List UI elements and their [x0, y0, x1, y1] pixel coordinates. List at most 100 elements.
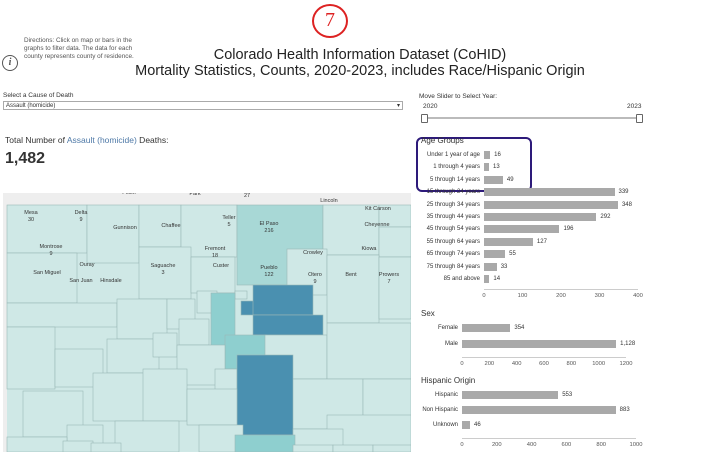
hispanic-tick-label: 400: [526, 442, 537, 448]
year-slider-end-handle[interactable]: [636, 114, 643, 123]
sex-tick-label: 600: [539, 361, 549, 367]
county-routt[interactable]: [86, 204, 140, 264]
age_groups-axis-line: [484, 289, 638, 291]
sex-tick-label: 400: [511, 361, 522, 367]
age_groups-bar[interactable]: [484, 275, 490, 283]
county-otero[interactable]: [292, 444, 334, 452]
age_groups-tick-label: 300: [594, 293, 605, 300]
hispanic-bar[interactable]: [462, 391, 559, 399]
chevron-down-icon: ▾: [396, 103, 400, 109]
county-value-prowers: 7: [387, 279, 390, 285]
annotation-box: [416, 137, 532, 192]
total-label: Total Number of Assault (homicide) Death…: [5, 135, 168, 145]
cause-select[interactable]: Assault (homicide) ▾: [3, 101, 403, 110]
county-grand[interactable]: [138, 246, 192, 300]
age_groups-value-label: 13: [493, 164, 500, 171]
county-cheyenne[interactable]: [362, 378, 411, 420]
sex-bar[interactable]: [462, 324, 511, 332]
county-arapahoe[interactable]: [252, 314, 324, 336]
cause-select-value: Assault (homicide): [6, 103, 56, 109]
county-adams[interactable]: [252, 284, 314, 316]
map-svg[interactable]: MoffatRoutt3JacksonLarimer28Weld60Logan4…: [3, 193, 411, 452]
total-suffix: Deaths:: [136, 135, 169, 145]
age_groups-bar[interactable]: [484, 250, 506, 259]
total-cause: Assault (homicide): [66, 135, 137, 145]
county-phillips[interactable]: [378, 226, 411, 258]
county-saguache[interactable]: [114, 420, 180, 452]
county-pitkin[interactable]: [106, 338, 160, 374]
county-mesa[interactable]: [6, 326, 56, 390]
age_groups-bar[interactable]: [484, 200, 618, 209]
age_groups-value-label: 16: [494, 152, 501, 158]
age_groups-bar[interactable]: [484, 225, 560, 234]
county-el-paso[interactable]: [236, 354, 294, 436]
age_groups-value-label: 14: [493, 276, 501, 282]
county-logan[interactable]: [322, 204, 380, 256]
age_groups-bar[interactable]: [484, 237, 533, 246]
slider-end-year: 2023: [627, 103, 642, 110]
county-kit-carson[interactable]: [326, 322, 411, 380]
hispanic-bar[interactable]: [462, 406, 616, 414]
age_groups-category-label: Under 1 year of age: [426, 152, 480, 158]
county-eagle[interactable]: [116, 298, 168, 340]
age_groups-category-label: 75 through 84 years: [426, 263, 480, 270]
county-label-pitkin: Pitkin: [122, 193, 135, 196]
county-map[interactable]: MoffatRoutt3JacksonLarimer28Weld60Logan4…: [3, 193, 411, 452]
county-lake[interactable]: [152, 332, 178, 358]
county-bent[interactable]: [332, 444, 374, 452]
annotation-text: 7: [325, 9, 335, 31]
age_groups-category-label: 85 and above: [443, 276, 480, 282]
county-rio-blanco[interactable]: [6, 252, 78, 304]
age_groups-category-label: 5 through 14 years: [429, 176, 480, 183]
county-broomfield[interactable]: [234, 290, 248, 300]
sex-bar[interactable]: [462, 339, 617, 348]
county-moffat[interactable]: [6, 204, 88, 254]
year-slider-track[interactable]: [423, 117, 641, 119]
age_groups-bar[interactable]: [484, 163, 489, 172]
hispanic-category-label: Unknown: [432, 422, 458, 428]
sex-category-label: Male: [444, 340, 458, 347]
county-pueblo[interactable]: [234, 434, 296, 452]
county-clear-creek[interactable]: [178, 318, 210, 346]
title-line-2: Mortality Statistics, Counts, 2020-2023,…: [135, 63, 585, 79]
age_groups-bar[interactable]: [484, 151, 491, 159]
county-label-hinsdale: Hinsdale: [100, 278, 121, 284]
county-boulder[interactable]: [190, 256, 236, 294]
county-hinsdale[interactable]: [90, 442, 122, 452]
county-prowers[interactable]: [372, 444, 411, 452]
age_groups-tick-label: 200: [556, 293, 566, 300]
hispanic-tick-label: 800: [596, 442, 607, 448]
county-label-mesa: Mesa: [24, 210, 38, 216]
county-value-otero: 9: [313, 279, 316, 285]
age_groups-bar[interactable]: [484, 213, 597, 221]
county-label-gunnison: Gunnison: [113, 225, 137, 231]
county-value-teller: 5: [227, 222, 230, 228]
county-value-lake: 3: [159, 193, 162, 195]
county-value-el-paso: 216: [264, 228, 273, 234]
age_groups-category-label: 1 through 4 years: [433, 164, 480, 171]
age_groups-bar[interactable]: [484, 175, 503, 184]
county-label-pueblo: Pueblo: [260, 265, 277, 271]
county-label-chaffee: Chaffee: [161, 223, 180, 229]
county-fremont[interactable]: [186, 388, 238, 426]
info-icon[interactable]: i: [2, 55, 18, 71]
county-san-juan[interactable]: [62, 440, 94, 452]
county-yuma[interactable]: [378, 256, 411, 320]
county-chaffee[interactable]: [142, 368, 188, 422]
county-label-kit-carson: Kit Carson: [365, 206, 391, 212]
cause-select-label: Select a Cause of Death: [3, 92, 74, 99]
age_groups-bar[interactable]: [484, 188, 615, 197]
county-value-saguache: 3: [161, 270, 164, 276]
age_groups-category-label: 25 through 34 years: [426, 201, 480, 208]
county-washington[interactable]: [326, 254, 380, 324]
year-slider-start-handle[interactable]: [421, 114, 428, 123]
hispanic-bar[interactable]: [462, 421, 470, 429]
county-label-kiowa: Kiowa: [362, 246, 378, 252]
age-groups-title: Age Groups: [421, 136, 464, 145]
county-label-otero: Otero: [308, 272, 322, 278]
sex-category-label: Female: [437, 325, 458, 331]
age_groups-bar[interactable]: [484, 262, 497, 271]
county-garfield[interactable]: [6, 302, 118, 328]
county-label-san-miguel: San Miguel: [33, 270, 61, 276]
county-san-miguel[interactable]: [6, 436, 68, 452]
